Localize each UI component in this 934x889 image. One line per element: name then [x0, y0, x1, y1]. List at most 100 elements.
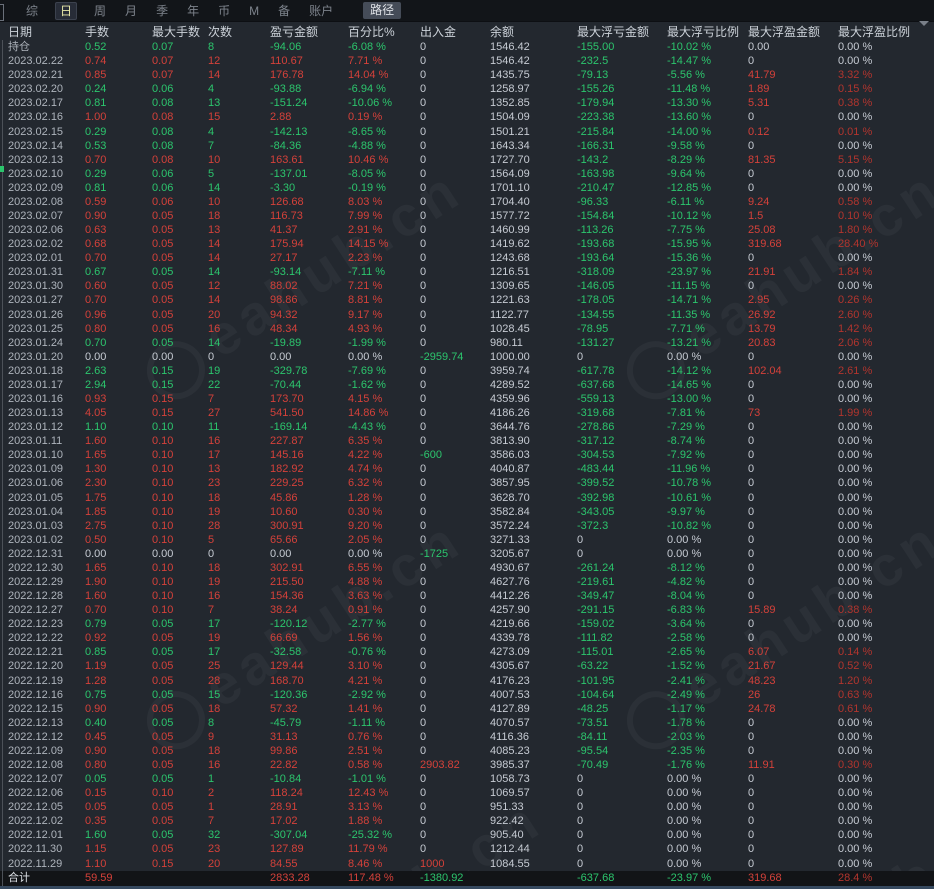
table-row[interactable]: 2023.02.16 1.00 0.08 15 2.88 0.19 % 0 1504.09 -2…	[0, 110, 934, 124]
table-row[interactable]: 2023.02.06 0.63 0.05 13 41.37 2.91 % 0 1460.99 -…	[0, 223, 934, 237]
table-row[interactable]: 2022.12.05 0.05 0.05 1 28.91 3.13 % 0 951.33 0 0.…	[0, 800, 934, 814]
table-row[interactable]: 2023.01.18 2.63 0.15 19 -329.78 -7.69 % 0 3959.…	[0, 364, 934, 378]
table-row[interactable]: 2022.12.09 0.90 0.05 18 99.86 2.51 % 0 4085.23 -…	[0, 744, 934, 758]
scroll-up-arrow-icon[interactable]	[919, 21, 929, 26]
table-row[interactable]: 2022.12.30 1.65 0.10 18 302.91 6.55 % 0 4930.67…	[0, 561, 934, 575]
table-row[interactable]: 2022.12.08 0.80 0.05 16 22.82 0.58 % 2903.82 39…	[0, 758, 934, 772]
table-row[interactable]: 2022.12.06 0.15 0.10 2 118.24 12.43 % 0 1069.57…	[0, 786, 934, 800]
cell: 0	[420, 519, 427, 532]
table-row[interactable]: 2023.01.03 2.75 0.10 28 300.91 9.20 % 0 3572.24…	[0, 519, 934, 533]
cell: 3857.95	[490, 477, 530, 490]
cell: 173.70	[270, 392, 304, 405]
cell: 1504.09	[490, 111, 530, 124]
cell: 73	[748, 407, 761, 420]
cell: 1704.40	[490, 195, 530, 208]
menu-item-备[interactable]: 备	[278, 3, 291, 18]
table-row[interactable]: 2023.01.27 0.70 0.05 14 98.86 8.81 % 0 1221.63 -…	[0, 293, 934, 307]
table-row[interactable]: 2023.01.17 2.94 0.15 22 -70.44 -1.62 % 0 4289.5…	[0, 378, 934, 392]
cell: -2.65 %	[667, 646, 705, 659]
table-row[interactable]: 2023.01.06 2.30 0.10 23 229.25 6.32 % 0 3857.95…	[0, 476, 934, 490]
table-row[interactable]: 2022.12.13 0.40 0.05 8 -45.79 -1.11 % 0 4070.57…	[0, 716, 934, 730]
cell: 41.79	[748, 69, 776, 82]
table-row[interactable]: 2022.12.27 0.70 0.10 7 38.24 0.91 % 0 4257.90 -2…	[0, 603, 934, 617]
table-row[interactable]: 2022.12.12 0.45 0.05 9 31.13 0.76 % 0 4116.36 -8…	[0, 730, 934, 744]
left-edge-line	[2, 40, 3, 886]
menu-item-月[interactable]: 月	[125, 3, 138, 18]
cell: -12.85 %	[667, 181, 712, 194]
cell: 2023.01.09	[8, 463, 64, 476]
table-row[interactable]: 2023.01.20 0.00 0.00 0 0.00 0.00 % -2959.74 100…	[0, 350, 934, 364]
menu-item-周[interactable]: 周	[94, 3, 107, 18]
table-row[interactable]: 2023.02.07 0.90 0.05 18 116.73 7.99 % 0 1577.72…	[0, 209, 934, 223]
menu-item-季[interactable]: 季	[156, 3, 169, 18]
table-row[interactable]: 2022.11.30 1.15 0.05 23 127.89 11.79 % 0 1212.4…	[0, 842, 934, 856]
table-row[interactable]: 2023.01.30 0.60 0.05 12 88.02 7.21 % 0 1309.65 -…	[0, 279, 934, 293]
table-row[interactable]: 2023.02.14 0.53 0.08 7 -84.36 -4.88 % 0 1643.34…	[0, 139, 934, 153]
cell: 23	[208, 843, 221, 856]
menu-item-日[interactable]: 日	[55, 1, 78, 20]
table-row[interactable]: 2023.02.20 0.24 0.06 4 -93.88 -6.94 % 0 1258.97…	[0, 82, 934, 96]
table-row[interactable]: 2022.12.16 0.75 0.05 15 -120.36 -2.92 % 0 4007.…	[0, 688, 934, 702]
table-row[interactable]: 2022.12.07 0.05 0.05 1 -10.84 -1.01 % 0 1058.73…	[0, 772, 934, 786]
header-cell: 盈亏金额	[270, 25, 319, 39]
cell: 0.90	[85, 744, 107, 757]
table-row[interactable]: 2023.01.24 0.70 0.05 14 -19.89 -1.99 % 0 980.11…	[0, 336, 934, 350]
table-row[interactable]: 2023.02.02 0.68 0.05 14 175.94 14.15 % 0 1419.6…	[0, 237, 934, 251]
cell: 0.30 %	[838, 759, 873, 772]
cell: 0.00 %	[838, 829, 873, 842]
table-row[interactable]: 2023.01.12 1.10 0.10 11 -169.14 -4.43 % 0 3644.…	[0, 420, 934, 434]
table-row[interactable]: 2022.12.23 0.79 0.05 17 -120.12 -2.77 % 0 4219.…	[0, 617, 934, 631]
menu-item-年[interactable]: 年	[187, 3, 200, 18]
table-row[interactable]: 2023.01.04 1.85 0.10 19 10.60 0.30 % 0 3582.84 -…	[0, 505, 934, 519]
cell: 0.10 %	[838, 209, 873, 222]
table-row[interactable]: 2023.02.21 0.85 0.07 14 176.78 14.04 % 0 1435.7…	[0, 68, 934, 82]
table-row[interactable]: 2022.12.01 1.60 0.05 32 -307.04 -25.32 % 0 905.…	[0, 828, 934, 842]
table-row[interactable]: 2023.01.31 0.67 0.05 14 -93.14 -7.11 % 0 1216.5…	[0, 265, 934, 279]
cell: 0.05	[152, 759, 174, 772]
cell: -215.84	[577, 125, 615, 138]
table-row[interactable]: 2023.01.16 0.93 0.15 7 173.70 4.15 % 0 4359.96 -…	[0, 392, 934, 406]
table-row[interactable]: 2023.01.25 0.80 0.05 16 48.34 4.93 % 0 1028.45 -…	[0, 322, 934, 336]
table-row[interactable]: 2023.02.10 0.29 0.06 5 -137.01 -8.05 % 0 1564.0…	[0, 167, 934, 181]
table-row[interactable]: 2022.12.02 0.35 0.05 7 17.02 1.88 % 0 922.42 0 0.…	[0, 814, 934, 828]
table-row[interactable]: 2023.02.17 0.81 0.08 13 -151.24 -10.06 % 0 1352…	[0, 96, 934, 110]
table-row[interactable]: 2023.01.11 1.60 0.10 16 227.87 6.35 % 0 3813.90…	[0, 434, 934, 448]
table-row[interactable]: 2023.01.02 0.50 0.10 5 65.66 2.05 % 0 3271.33 0 0…	[0, 533, 934, 547]
cell: -8.04 %	[667, 590, 705, 603]
table-row[interactable]: 2023.02.15 0.29 0.08 4 -142.13 -8.65 % 0 1501.2…	[0, 124, 934, 138]
total-row[interactable]: 合计 59.59 2833.28 117.48 % -1380.92 -637.68 -23…	[0, 870, 934, 886]
table-row[interactable]: 2022.12.22 0.92 0.05 19 66.69 1.56 % 0 4339.78 -…	[0, 631, 934, 645]
cell: -1.11 %	[348, 716, 386, 729]
table-row[interactable]: 2023.02.22 0.74 0.07 12 110.67 7.71 % 0 1546.42…	[0, 54, 934, 68]
table-row[interactable]: 2023.02.08 0.59 0.06 10 126.68 8.03 % 0 1704.40…	[0, 195, 934, 209]
table-row[interactable]: 2023.01.10 1.65 0.10 17 145.16 4.22 % -600 3586…	[0, 448, 934, 462]
table-row[interactable]: 2023.02.13 0.70 0.08 10 163.61 10.46 % 0 1727.7…	[0, 153, 934, 167]
menu-item-币[interactable]: 币	[218, 3, 231, 18]
menu-item-M[interactable]: M	[249, 3, 260, 18]
cell: 4930.67	[490, 561, 530, 574]
table-row[interactable]: 2022.12.19 1.28 0.05 28 168.70 4.21 % 0 4176.23…	[0, 674, 934, 688]
table-row[interactable]: 2023.02.01 0.70 0.05 14 27.17 2.23 % 0 1243.68 -…	[0, 251, 934, 265]
table-row[interactable]: 2023.01.13 4.05 0.15 27 541.50 14.86 % 0 4186.2…	[0, 406, 934, 420]
table-row[interactable]: 2022.11.29 1.10 0.15 20 84.55 8.46 % 1000 1084.…	[0, 857, 934, 871]
menu-item-综[interactable]: 综	[26, 3, 39, 18]
cell: 0.05	[152, 280, 174, 293]
table-row[interactable]: 2022.12.31 0.00 0.00 0 0.00 0.00 % -1725 3205.6…	[0, 547, 934, 561]
table-row[interactable]: 2023.01.09 1.30 0.10 13 182.92 4.74 % 0 4040.87…	[0, 462, 934, 476]
table-row[interactable]: 2022.12.20 1.19 0.05 25 129.44 3.10 % 0 4305.67…	[0, 659, 934, 673]
table-row[interactable]: 2023.02.09 0.81 0.06 14 -3.30 -0.19 % 0 1701.10…	[0, 181, 934, 195]
table-row[interactable]: 2022.12.15 0.90 0.05 18 57.32 1.41 % 0 4127.89 -…	[0, 702, 934, 716]
table-row[interactable]: 2022.12.29 1.90 0.10 19 215.50 4.88 % 0 4627.76…	[0, 575, 934, 589]
cell: 0.05	[85, 773, 107, 786]
cell: 0.85	[85, 69, 107, 82]
cell: 66.69	[270, 632, 298, 645]
table-row[interactable]: 2023.01.05 1.75 0.10 18 45.86 1.28 % 0 3628.70 -…	[0, 491, 934, 505]
menu-item-账户[interactable]: 账户	[309, 3, 334, 18]
table-row[interactable]: 持仓 0.52 0.07 8 -94.06 -6.08 % 0 1546.42 -155.00 -…	[0, 40, 934, 54]
table-row[interactable]: 2022.12.21 0.85 0.05 17 -32.58 -0.76 % 0 4273.0…	[0, 645, 934, 659]
cell: 302.91	[270, 561, 304, 574]
cell: 12.43 %	[348, 787, 389, 800]
table-row[interactable]: 2022.12.28 1.60 0.10 16 154.36 3.63 % 0 4412.26…	[0, 589, 934, 603]
table-row[interactable]: 2023.01.26 0.96 0.05 20 94.32 9.17 % 0 1122.77 -…	[0, 307, 934, 321]
path-button[interactable]: 路径	[363, 2, 402, 19]
